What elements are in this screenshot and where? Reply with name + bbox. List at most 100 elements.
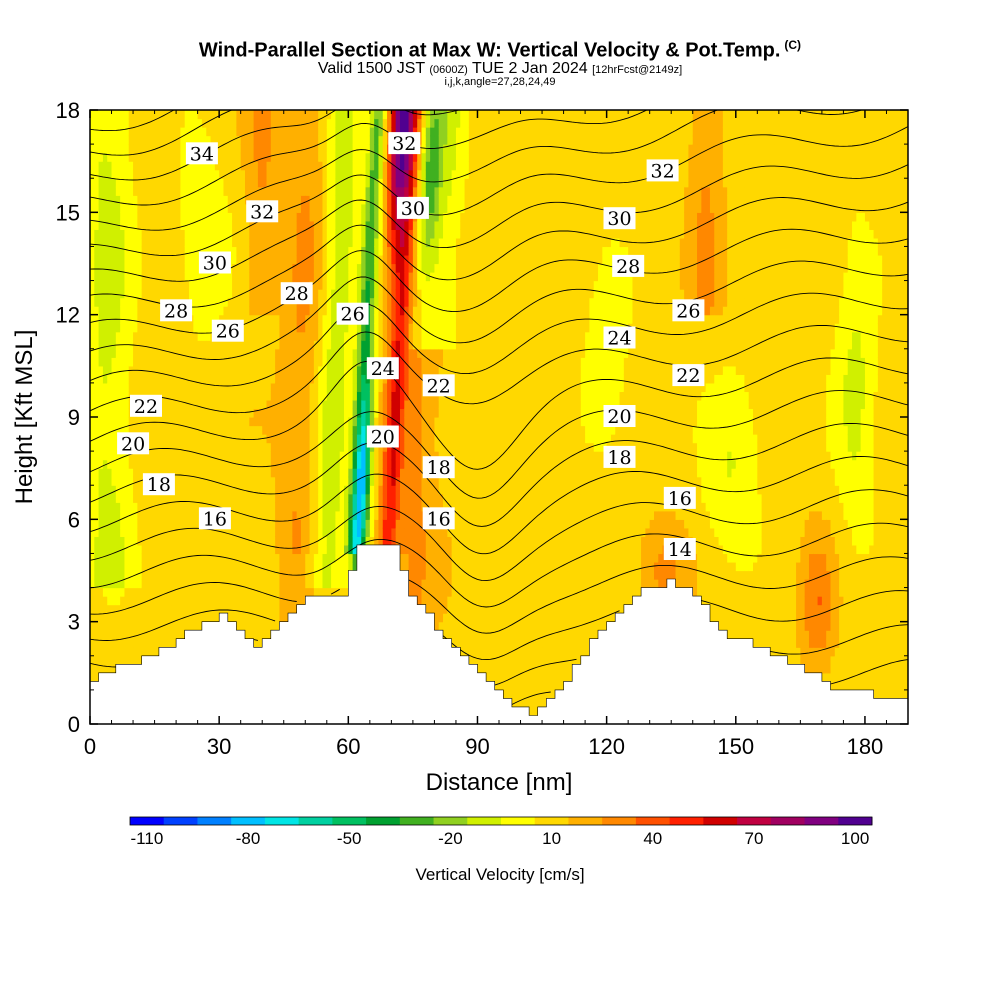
velocity-cell — [313, 561, 319, 572]
velocity-cell — [292, 561, 298, 572]
velocity-cell — [318, 561, 324, 572]
velocity-cell — [154, 510, 160, 520]
velocity-cell — [94, 553, 100, 563]
velocity-cell — [227, 425, 233, 435]
velocity-cell — [193, 323, 199, 333]
velocity-cell — [296, 263, 302, 273]
velocity-cell — [90, 485, 95, 495]
velocity-cell — [120, 621, 126, 631]
velocity-cell — [94, 459, 100, 469]
velocity-cell — [150, 425, 156, 435]
velocity-cell — [150, 382, 156, 393]
velocity-cell — [107, 664, 113, 674]
velocity-cell — [348, 536, 354, 546]
velocity-cell — [313, 323, 319, 333]
velocity-cell — [107, 434, 113, 444]
velocity-cell — [193, 127, 199, 137]
velocity-cell — [279, 468, 285, 478]
velocity-cell — [150, 579, 156, 589]
velocity-cell — [167, 468, 173, 478]
velocity-cell — [292, 178, 298, 188]
velocity-cell — [326, 289, 332, 299]
velocity-cell — [150, 203, 156, 213]
velocity-cell — [335, 485, 341, 495]
velocity-cell — [115, 459, 121, 469]
velocity-cell — [326, 178, 332, 188]
velocity-cell — [356, 485, 362, 495]
velocity-cell — [326, 417, 332, 427]
velocity-cell — [296, 306, 302, 316]
velocity-cell — [339, 195, 345, 205]
velocity-cell — [270, 408, 276, 418]
velocity-cell — [253, 357, 259, 367]
velocity-cell — [257, 365, 263, 375]
velocity-cell — [124, 357, 130, 367]
velocity-cell — [232, 340, 237, 350]
velocity-cell — [240, 561, 246, 572]
velocity-cell — [339, 212, 345, 222]
velocity-cell — [167, 442, 173, 452]
velocity-cell — [107, 152, 113, 162]
velocity-cell — [344, 451, 349, 461]
velocity-cell — [171, 621, 177, 631]
velocity-cell — [275, 510, 281, 520]
velocity-cell — [365, 161, 371, 171]
velocity-cell — [249, 459, 255, 469]
velocity-cell — [223, 306, 229, 316]
velocity-cell — [253, 272, 259, 282]
velocity-cell — [244, 493, 250, 503]
velocity-cell — [300, 374, 306, 384]
velocity-cell — [94, 365, 100, 375]
velocity-cell — [288, 186, 293, 196]
velocity-cell — [296, 220, 302, 230]
velocity-cell — [305, 365, 311, 375]
velocity-cell — [107, 178, 113, 188]
velocity-cell — [206, 613, 212, 623]
velocity-cell — [180, 476, 186, 486]
velocity-cell — [176, 212, 182, 222]
velocity-cell — [115, 263, 121, 273]
velocity-cell — [107, 374, 113, 384]
velocity-cell — [344, 118, 349, 128]
velocity-cell — [352, 195, 358, 205]
velocity-cell — [378, 382, 384, 393]
velocity-cell — [288, 451, 293, 461]
velocity-cell — [137, 135, 143, 145]
velocity-cell — [266, 127, 272, 137]
velocity-cell — [322, 254, 328, 265]
velocity-cell — [309, 220, 315, 230]
velocity-cell — [300, 340, 306, 350]
velocity-cell — [158, 135, 164, 145]
velocity-cell — [111, 178, 117, 188]
velocity-cell — [193, 135, 199, 145]
velocity-cell — [262, 382, 268, 393]
velocity-cell — [167, 237, 173, 248]
velocity-cell — [240, 263, 246, 273]
velocity-cell — [193, 596, 199, 606]
velocity-cell — [365, 220, 371, 230]
velocity-cell — [141, 357, 147, 367]
velocity-cell — [309, 374, 315, 384]
velocity-cell — [158, 365, 164, 375]
velocity-cell — [236, 391, 242, 401]
velocity-cell — [300, 553, 306, 563]
velocity-cell — [257, 246, 263, 256]
velocity-cell — [369, 459, 375, 469]
velocity-cell — [98, 434, 104, 444]
velocity-cell — [124, 178, 130, 188]
velocity-cell — [128, 382, 134, 393]
velocity-cell — [201, 178, 207, 188]
velocity-cell — [313, 195, 319, 205]
velocity-cell — [283, 579, 289, 589]
velocity-cell — [266, 434, 272, 444]
velocity-cell — [262, 561, 268, 572]
velocity-cell — [107, 459, 113, 469]
velocity-cell — [382, 272, 388, 282]
velocity-cell — [201, 451, 207, 461]
velocity-cell — [167, 246, 173, 256]
velocity-cell — [171, 519, 177, 529]
velocity-cell — [223, 178, 229, 188]
velocity-cell — [249, 195, 255, 205]
velocity-cell — [296, 246, 302, 256]
velocity-cell — [219, 306, 225, 316]
